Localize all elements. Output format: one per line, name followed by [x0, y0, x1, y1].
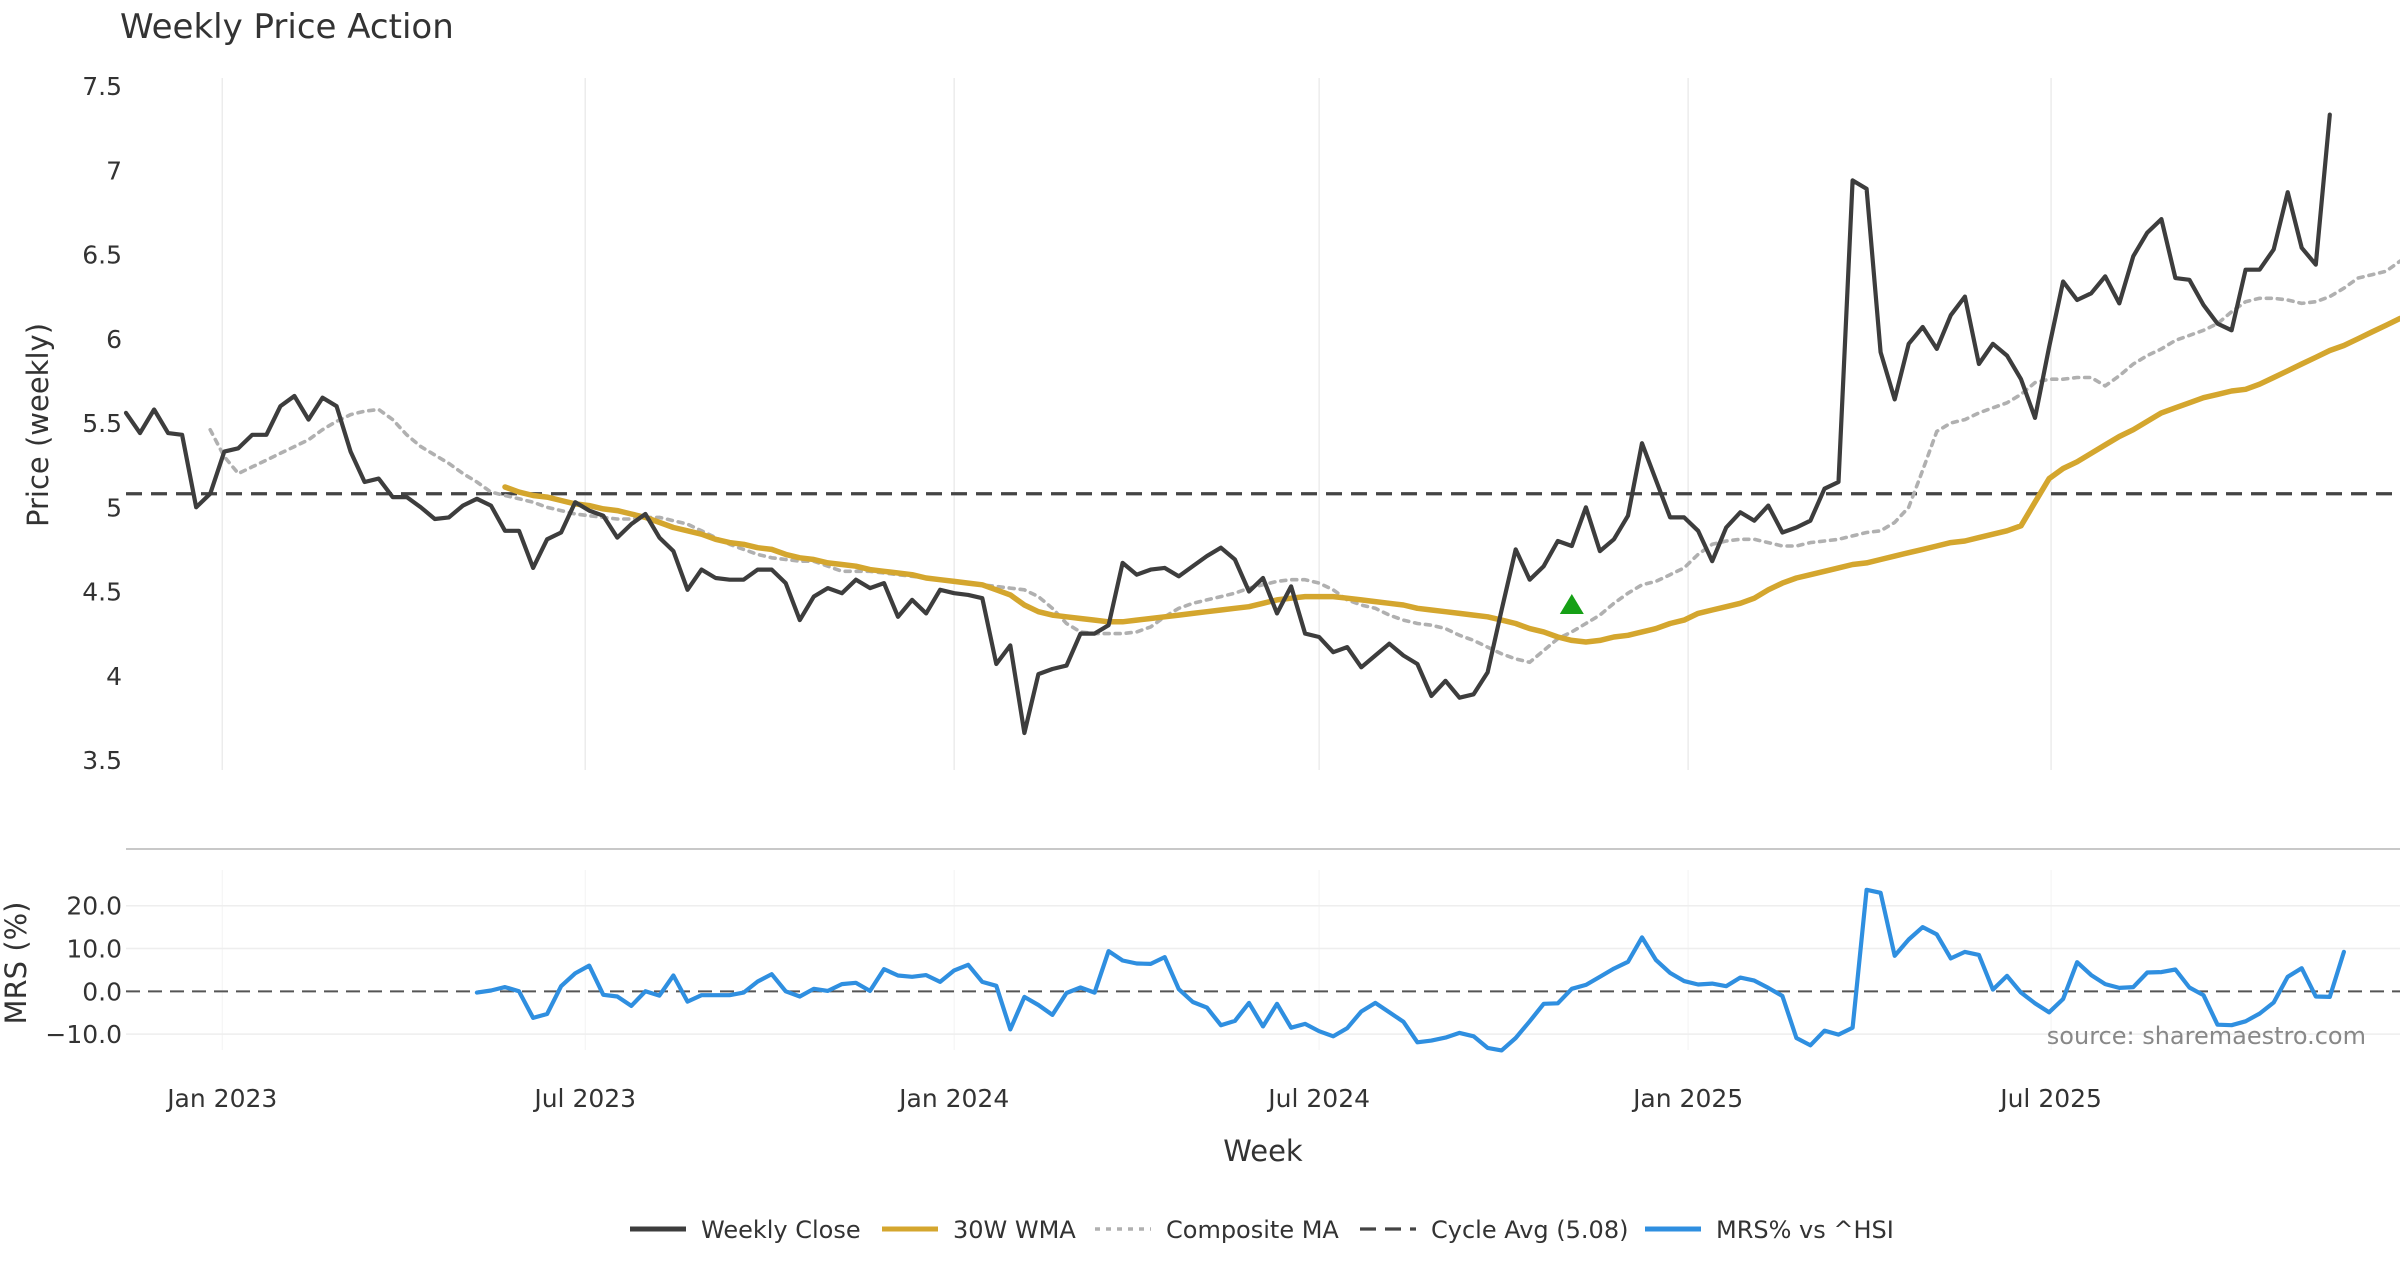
x-tick-label: Jan 2024 [897, 1084, 1009, 1113]
mrs-series [474, 887, 2346, 1053]
legend: Weekly Close 30W WMA Composite MA Cycle Avg… [630, 1216, 1894, 1244]
series-line-composite-ma [208, 259, 2400, 665]
x-axis-label: Week [1223, 1134, 1303, 1168]
buy-signal-marker [1559, 593, 1584, 614]
axis-ticks: Jan 2023 Jul 2023 Jan 2024 Jul 2024 Jan 2025… [45, 72, 2102, 1113]
price-y-tick-label: 3.5 [82, 746, 122, 775]
chart-title: Weekly Price Action [120, 7, 454, 47]
price-y-tick-label: 7.5 [82, 72, 122, 101]
source-note: source: sharemaestro.com [2047, 1022, 2366, 1050]
mrs-y-tick-label: 0.0 [82, 977, 122, 1006]
reference-lines [126, 492, 2400, 993]
legend-label: 30W WMA [953, 1216, 1076, 1244]
series-line-weekly-close [123, 112, 2332, 736]
price-y-tick-label: 5 [106, 493, 122, 522]
legend-label: Weekly Close [701, 1216, 861, 1244]
price-y-tick-label: 6.5 [82, 241, 122, 270]
mrs-y-tick-label: 20.0 [66, 892, 122, 921]
series-line-mrs-vs-hsi [474, 887, 2346, 1053]
price-y-tick-label: 4 [106, 662, 122, 691]
legend-label: Cycle Avg (5.08) [1431, 1216, 1628, 1244]
series-line-30w-wma [502, 315, 2400, 645]
grid-lines [126, 78, 2400, 1050]
markers [1559, 593, 1584, 614]
price-series [123, 112, 2400, 736]
mrs-y-tick-label: −10.0 [45, 1020, 122, 1049]
price-y-tick-label: 6 [106, 325, 122, 354]
price-y-axis-label: Price (weekly) [21, 323, 55, 527]
x-tick-label: Jan 2023 [165, 1084, 277, 1113]
x-tick-label: Jul 2024 [1266, 1084, 1370, 1113]
legend-label: MRS% vs ^HSI [1716, 1216, 1894, 1244]
legend-label: Composite MA [1166, 1216, 1339, 1244]
price-y-tick-label: 7 [106, 156, 122, 185]
price-y-tick-label: 5.5 [82, 409, 122, 438]
price-y-tick-label: 4.5 [82, 578, 122, 607]
x-tick-label: Jul 2025 [1998, 1084, 2102, 1113]
x-tick-label: Jan 2025 [1631, 1084, 1743, 1113]
x-tick-label: Jul 2023 [532, 1084, 636, 1113]
mrs-y-tick-label: 10.0 [66, 935, 122, 964]
mrs-y-axis-label: MRS (%) [0, 902, 33, 1025]
